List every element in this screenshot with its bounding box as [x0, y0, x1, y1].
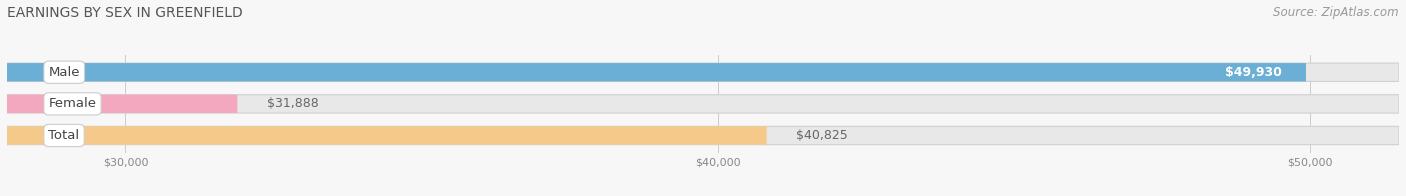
Text: Source: ZipAtlas.com: Source: ZipAtlas.com: [1274, 6, 1399, 19]
Text: Female: Female: [48, 97, 97, 110]
FancyBboxPatch shape: [7, 126, 766, 145]
Text: Male: Male: [48, 66, 80, 79]
Text: $31,888: $31,888: [267, 97, 319, 110]
Text: EARNINGS BY SEX IN GREENFIELD: EARNINGS BY SEX IN GREENFIELD: [7, 6, 243, 20]
FancyBboxPatch shape: [7, 126, 1399, 145]
FancyBboxPatch shape: [7, 95, 1399, 113]
Text: $49,930: $49,930: [1226, 66, 1282, 79]
Text: $40,825: $40,825: [796, 129, 848, 142]
FancyBboxPatch shape: [7, 63, 1399, 81]
Text: Total: Total: [48, 129, 80, 142]
FancyBboxPatch shape: [7, 95, 238, 113]
FancyBboxPatch shape: [7, 63, 1306, 81]
